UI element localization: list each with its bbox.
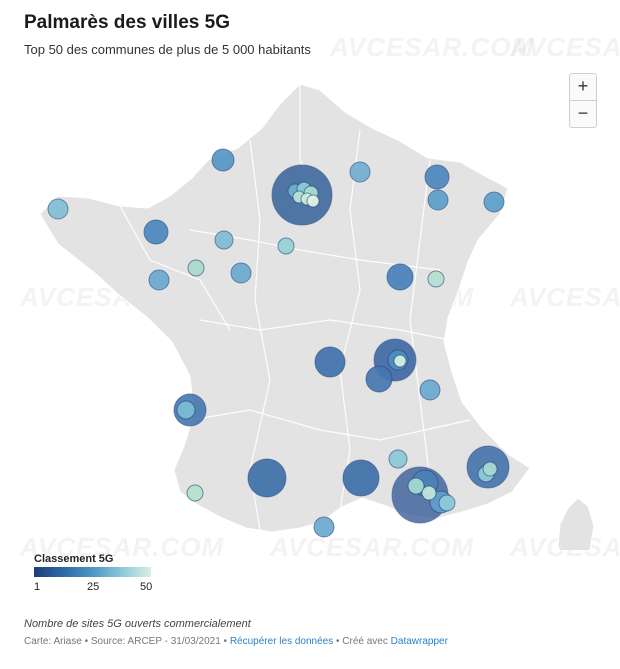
zoom-in-button[interactable]: + (569, 73, 597, 101)
city-bubble-dijon (386, 263, 414, 291)
city-bubble-avignon (388, 449, 408, 469)
city-bubble-angers (148, 269, 170, 291)
footer-credits: Carte: Ariase • Source: ARCEP - 31/03/20… (24, 636, 448, 647)
footer-note: Nombre de sites 5G ouverts commercialeme… (24, 618, 251, 630)
city-bubble-strasbourg (483, 191, 505, 213)
zoom-out-button[interactable]: − (569, 100, 597, 128)
city-bubble-metz (424, 164, 450, 190)
datawrapper-link[interactable]: Datawrapper (390, 636, 448, 647)
credits-made-with: • Créé avec (336, 636, 388, 647)
city-bubble-marseille-east (421, 485, 437, 501)
legend-title: Classement 5G (34, 553, 114, 565)
city-bubble-pau (186, 484, 204, 502)
city-bubble-saint-etienne (365, 365, 393, 393)
city-bubble-montpellier (342, 459, 380, 497)
city-bubble-lyon-center (393, 354, 407, 368)
map-subtitle: Top 50 des communes de plus de 5 000 hab… (24, 42, 311, 57)
watermark: AVCESAR.COM (510, 32, 620, 62)
legend-tick-1: 1 (34, 581, 41, 593)
city-bubble-orleans (277, 237, 295, 255)
city-bubble-nantes (143, 219, 169, 245)
city-bubble-marseille-center (407, 477, 425, 495)
corsica (557, 497, 595, 550)
city-bubble-merignac (176, 400, 196, 420)
get-data-link[interactable]: Récupérer les données (229, 636, 334, 647)
city-bubble-tours (230, 262, 252, 284)
city-bubble-besancon (427, 270, 445, 288)
city-bubble-marseille-south (438, 494, 456, 512)
city-bubble-clermont (314, 346, 346, 378)
legend-color-scale (34, 567, 151, 577)
city-bubble-reims (349, 161, 371, 183)
city-bubble-le-mans (214, 230, 234, 250)
legend-tick-25: 25 (87, 581, 100, 593)
watermark: AVCESAR.COM (330, 32, 535, 62)
city-bubble-perpignan (313, 516, 335, 538)
city-bubble-paris-f (306, 194, 320, 208)
city-bubble-brest (47, 198, 69, 220)
city-bubble-chartres (187, 259, 205, 277)
city-bubble-antibes (482, 461, 498, 477)
city-bubbles[interactable] (47, 148, 510, 538)
map-title: Palmarès des villes 5G (24, 12, 230, 33)
city-bubble-rouen (211, 148, 235, 172)
legend-tick-50: 50 (140, 581, 153, 593)
city-bubble-nancy (427, 189, 449, 211)
city-bubble-grenoble (419, 379, 441, 401)
city-bubble-toulouse (247, 458, 287, 498)
mainland-france (39, 83, 531, 533)
credits-source: Carte: Ariase • Source: ARCEP - 31/03/20… (24, 636, 228, 647)
france-map[interactable] (0, 60, 620, 550)
